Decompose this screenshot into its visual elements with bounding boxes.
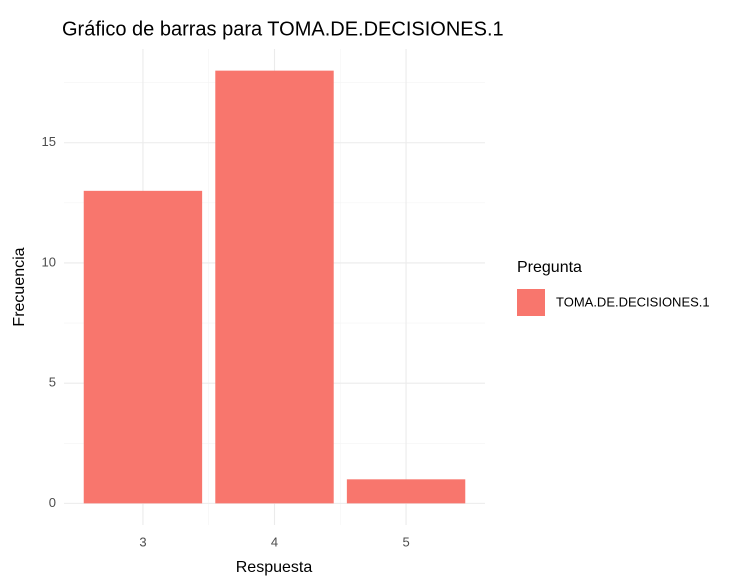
x-tick-label: 5 (402, 534, 409, 549)
legend-title: Pregunta (517, 259, 582, 276)
y-axis-label: Frecuencia (11, 247, 28, 326)
legend-label: TOMA.DE.DECISIONES.1 (556, 294, 710, 309)
y-tick-label: 5 (49, 375, 56, 390)
chart-title: Gráfico de barras para TOMA.DE.DECISIONE… (62, 18, 504, 40)
y-tick-label: 15 (42, 134, 56, 149)
bar (83, 190, 203, 504)
y-tick-label: 0 (49, 495, 56, 510)
bar (215, 70, 334, 504)
legend-key (517, 289, 545, 316)
x-axis-label: Respuesta (236, 559, 313, 576)
x-tick-label: 3 (139, 534, 146, 549)
y-tick-label: 10 (42, 254, 56, 269)
bar (346, 479, 466, 504)
x-tick-label: 4 (271, 534, 278, 549)
